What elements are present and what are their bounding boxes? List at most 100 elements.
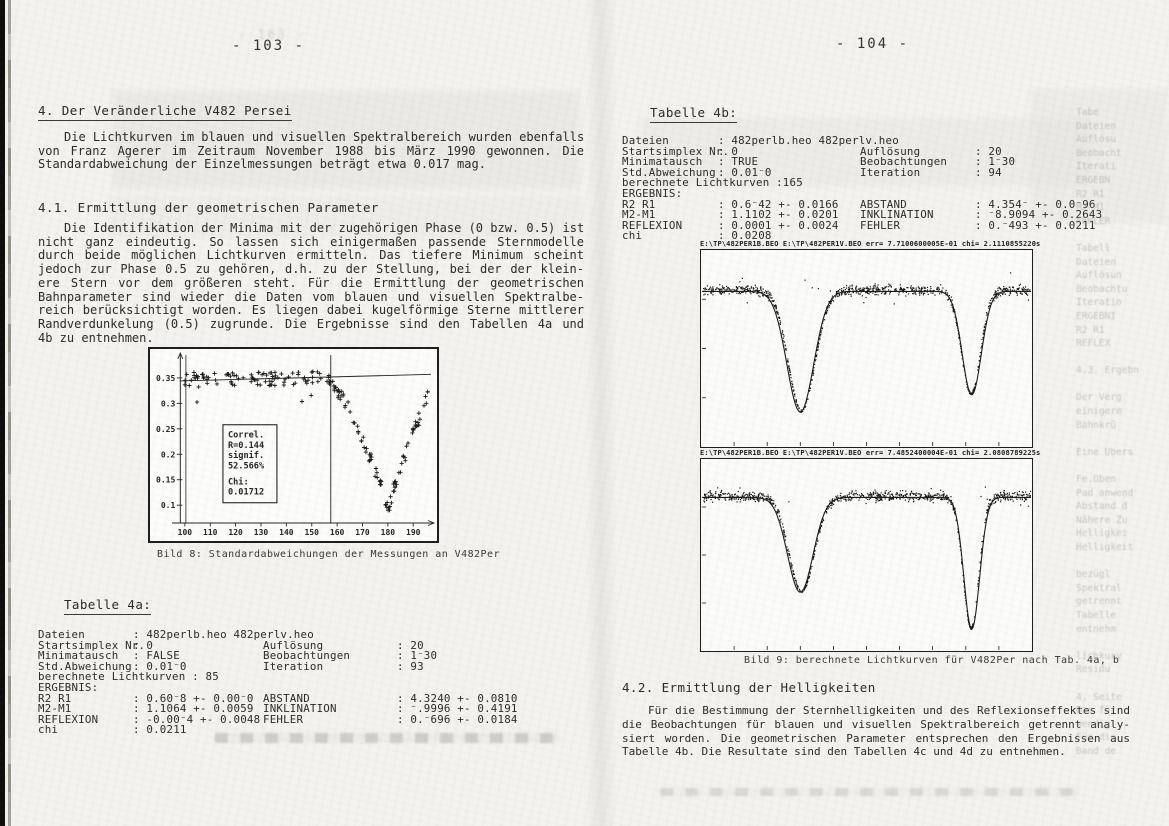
svg-text:140: 140 — [279, 528, 294, 537]
table-cell: M2-M1 — [622, 208, 656, 222]
table-cell: Startsimplex Nr. — [38, 638, 146, 652]
page-number-104: - 104 - — [836, 36, 910, 52]
paragraph-line: durch beide möglichen Lichtkurven ermitt… — [38, 248, 584, 263]
table-cell: : 1⁻30 — [975, 155, 1016, 169]
table-row: M2-M1: 1.1102 +- 0.0201 INKLINATION: ⁻8.9… — [622, 208, 1132, 222]
ghost-text-line — [1076, 459, 1168, 473]
page-number-ghost: - 103 - — [238, 28, 307, 43]
svg-text:190: 190 — [406, 528, 421, 537]
table-cell: Iteration — [860, 165, 921, 179]
paragraph-line: von Franz Agerer im Zeitraum November 19… — [38, 143, 584, 158]
table-cell: : 0.0208 — [718, 229, 772, 243]
table-cell: chi — [622, 229, 643, 243]
ghost-text-line: Spektral — [1076, 582, 1122, 594]
svg-text:R=0.144: R=0.144 — [228, 441, 264, 451]
ghost-text-line: Tabelle — [1076, 609, 1117, 621]
paragraph-line: siert worden. Die geometrischen Paramete… — [622, 731, 1130, 745]
table-cell: : 20 — [397, 638, 424, 652]
page-number-103: - 103 - — [232, 38, 306, 54]
chart-bild9b — [700, 458, 1033, 652]
table-cell: Std.Abweichung — [622, 165, 716, 179]
scan-edge-line — [8, 0, 11, 826]
table-cell: ABSTAND — [860, 197, 907, 211]
svg-text:0.2: 0.2 — [161, 450, 176, 459]
scanner-wash — [108, 196, 582, 238]
page-spine-shadow — [586, 0, 616, 826]
table-cell: Dateien — [622, 134, 669, 147]
bild9a-file-header: E:\TP\482PER1B.BEO E:\TP\482PER1V.BEO er… — [700, 240, 1041, 248]
table-cell: chi — [38, 723, 59, 737]
table-cell: : 94 — [975, 165, 1002, 179]
ghost-text-line: Residu — [1076, 664, 1111, 676]
table-cell: : 1⁻30 — [397, 649, 438, 663]
svg-text:180: 180 — [381, 528, 396, 537]
table-cell: FEHLER — [860, 218, 901, 232]
ghost-text-line: Beobachtu — [1076, 283, 1128, 295]
table-cell: Minimatausch — [622, 155, 703, 169]
table-cell: REFLEXION — [38, 712, 99, 726]
ghost-text-line — [1076, 228, 1168, 242]
table-cell: Minimatausch — [38, 649, 119, 663]
table-cell: : ⁻8.9094 +- 0.2643 — [975, 208, 1103, 222]
paragraph-line: 4b zu entnehmen. — [38, 330, 154, 345]
ghost-text-line: Pad anwend — [1076, 487, 1134, 499]
table-row: Std.Abweichung: 0.01⁻0 Iteration : 94 — [622, 165, 1132, 179]
table-cell: : 0.01⁻0 — [718, 165, 772, 179]
table-cell: Auflösung — [263, 638, 324, 652]
ghost-text-line: Tabe — [1076, 107, 1099, 118]
table-row: Dateien: 482perlb.heo 482perlv.heo — [622, 134, 1132, 147]
table-cell: Std.Abweichung — [38, 659, 132, 673]
ghost-text-line: Bahnkrü — [1076, 419, 1117, 431]
table-cell: : 0.0211 — [133, 723, 187, 737]
ghost-text-line — [1076, 378, 1168, 392]
table-cell: R2 R1 — [622, 197, 656, 211]
table-row: Dateien: 482perlb.heo 482perlv.heo — [38, 628, 588, 641]
paragraph-line: Bahnparameter sind wieder die Daten vom … — [38, 289, 584, 304]
table-4b-title: Tabelle 4b: — [650, 105, 738, 123]
table-cell: berechnete Lichtkurven : 85 — [38, 670, 219, 684]
table-row: M2-M1: 1.1064 +- 0.0059 INKLINATION: ⁻.99… — [38, 702, 588, 715]
svg-text:Chi:: Chi: — [228, 477, 249, 488]
table-cell: ERGEBNIS: — [622, 186, 683, 200]
svg-text:0.15: 0.15 — [156, 476, 175, 485]
table-cell: : -0.00⁻4 +- 0.0048 — [133, 712, 261, 726]
paragraph-103-1: Die Lichtkurven im blauen und visuellen … — [38, 130, 584, 172]
table-cell: : FALSE — [133, 649, 180, 663]
paragraph-line: reich berücksichtigt worden. Es liegen d… — [38, 303, 584, 318]
ghost-text-line: Beobacht — [1076, 147, 1122, 159]
svg-text:0.25: 0.25 — [156, 425, 175, 434]
bild9b-file-header: E:\TP\482PER1B.BEO E:\TP\482PER1V.BEO er… — [700, 449, 1041, 457]
ghost-text-line — [1076, 636, 1168, 650]
table-cell: Startsimplex Nr. — [622, 144, 730, 158]
ghost-text-line: Auflösu — [1076, 134, 1117, 146]
table-row: REFLEXION: 0.0001 +- 0.0024 FEHLER: 0.⁻49… — [622, 218, 1132, 232]
ghost-text-line: getrennt — [1076, 596, 1122, 608]
ghost-text-line: Für die — [1076, 732, 1117, 744]
svg-text:110: 110 — [203, 528, 218, 537]
svg-text:0.35: 0.35 — [156, 374, 175, 383]
table-cell: : 0.0001 +- 0.0024 — [718, 218, 839, 232]
figure-caption-bild8: Bild 8: Standardabweichungen der Messung… — [157, 549, 500, 560]
ghost-text-line: Band de — [1076, 745, 1117, 757]
section-heading-4-2: 4.2. Ermittlung der Helligkeiten — [622, 680, 876, 695]
table-row: ERGEBNIS: — [38, 681, 588, 694]
table-row: Startsimplex Nr.: 0 Auflösung: 20 — [38, 638, 588, 652]
table-cell: : 4.3240 +- 0.0810 — [397, 691, 518, 705]
ghost-text-line: Helligkeit — [1076, 542, 1134, 553]
table-cell: : 0.01⁻0 — [133, 659, 187, 673]
table-cell: FEHLER — [263, 712, 304, 726]
paragraph-line: Die Identifikation der Minima mit der zu… — [64, 221, 585, 235]
paragraph-line: nicht ganz eindeutig. So lassen sich ein… — [38, 234, 584, 249]
table-cell: ABSTAND — [263, 691, 310, 705]
svg-text:Correl.: Correl. — [228, 431, 264, 441]
table-row: ERGEBNIS: — [622, 186, 1132, 200]
paragraph-103-2: Die Identifikation der Minima mit der zu… — [38, 221, 585, 345]
ghost-text-line: Helligkei — [1076, 528, 1128, 540]
table-cell: : 0.⁻493 +- 0.0211 — [975, 218, 1096, 232]
ghost-text-line — [1076, 432, 1168, 446]
bleed-through-smudge — [660, 788, 1080, 796]
svg-text:120: 120 — [228, 528, 243, 537]
ghost-text-line — [1076, 677, 1168, 691]
ghost-text-line: ERGEBNI — [1076, 310, 1117, 322]
svg-text:150: 150 — [305, 528, 320, 537]
